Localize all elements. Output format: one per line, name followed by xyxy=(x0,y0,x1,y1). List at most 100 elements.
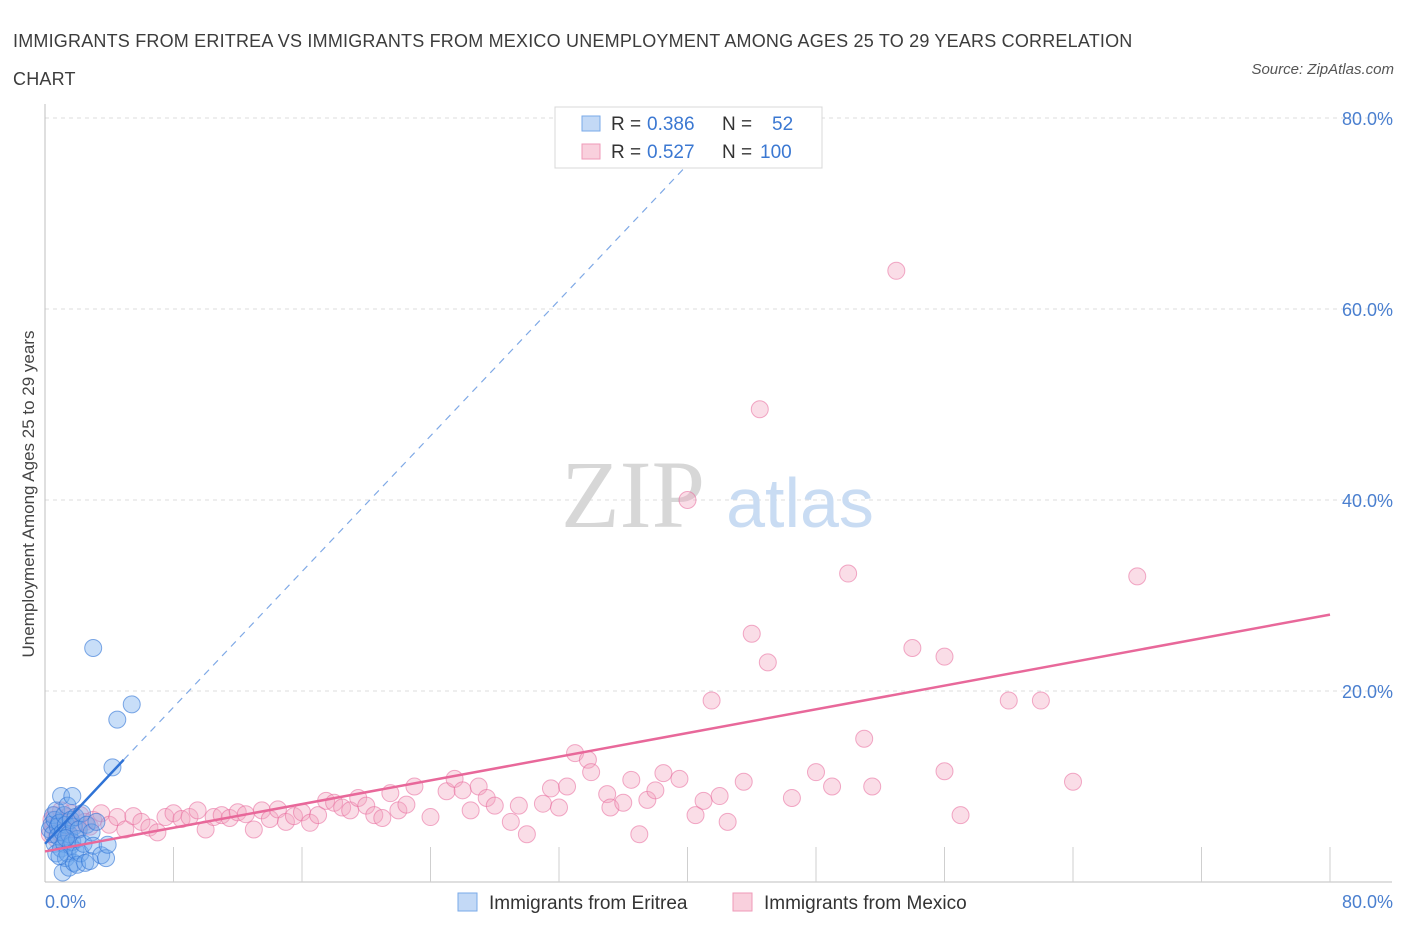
trend-lines xyxy=(44,613,1331,853)
mexico-point xyxy=(1128,567,1147,586)
mexico-point xyxy=(702,691,721,710)
mexico-point xyxy=(935,647,954,666)
series-legend-label-eritrea: Immigrants from Eritrea xyxy=(489,893,688,914)
mexico-point xyxy=(686,806,705,825)
legend-r-label-2: R = xyxy=(611,142,646,163)
mexico-point xyxy=(1031,691,1050,710)
mexico-point xyxy=(541,779,560,798)
axes xyxy=(44,104,1392,883)
series-legend-swatch-mexico xyxy=(732,892,753,912)
watermark: ZIP atlas xyxy=(561,441,874,548)
legend-n-value-2: 100 xyxy=(760,142,792,163)
source-label: Source: ZipAtlas.com xyxy=(1251,61,1394,78)
mexico-point xyxy=(453,781,472,800)
mexico-point xyxy=(742,624,761,643)
mexico-point xyxy=(501,812,520,831)
eritrea-point xyxy=(63,787,82,806)
mexico-point xyxy=(710,787,729,806)
mexico-point xyxy=(678,491,697,509)
svg-text:R = 0.527 N =: R = 0.527 N = 100 xyxy=(611,142,792,163)
mexico-point xyxy=(188,801,207,820)
y-tick-label: 40.0% xyxy=(1342,491,1393,511)
mexico-point xyxy=(550,798,568,817)
eritrea-trend-dashed-line xyxy=(123,155,696,761)
y-tick-label: 20.0% xyxy=(1342,682,1393,702)
mexico-point xyxy=(244,820,263,839)
mexico-point xyxy=(517,825,536,844)
svg-text:R = 0.386 N =: R = 0.386 N = 52 xyxy=(611,114,793,135)
mexico-point xyxy=(758,653,777,672)
eritrea-point xyxy=(84,639,103,658)
chart-title: IMMIGRANTS FROM ERITREA VS IMMIGRANTS FR… xyxy=(13,31,1133,89)
x-tick-label-min: 0.0% xyxy=(45,892,86,912)
eritrea-trend-line xyxy=(44,758,125,845)
mexico-point xyxy=(405,777,424,796)
eritrea-point xyxy=(82,823,101,842)
legend-r-label-1: R = xyxy=(611,114,646,135)
mexico-point xyxy=(614,793,633,812)
mexico-point xyxy=(823,777,842,796)
mexico-point xyxy=(855,729,874,748)
mexico-point xyxy=(1064,772,1082,791)
mexico-point xyxy=(782,788,801,807)
mexico-point xyxy=(373,809,392,828)
legend-n-value-1: 52 xyxy=(772,114,793,135)
mexico-points xyxy=(40,261,1147,849)
mexico-point xyxy=(533,794,552,813)
eritrea-point xyxy=(122,695,141,714)
legend-r-value-1: 0.386 xyxy=(647,114,695,135)
series-legend-label-mexico: Immigrants from Mexico xyxy=(764,893,967,914)
mexico-point xyxy=(694,791,713,810)
mexico-point xyxy=(461,801,480,820)
watermark-atlas: atlas xyxy=(726,464,874,542)
mexico-point xyxy=(839,564,858,583)
mexico-point xyxy=(509,796,528,815)
eritrea-point xyxy=(56,829,75,848)
mexico-point xyxy=(630,825,649,844)
mexico-point xyxy=(421,808,440,827)
y-tick-label: 60.0% xyxy=(1342,300,1393,320)
mexico-point xyxy=(734,772,753,791)
y-tick-label: 80.0% xyxy=(1342,109,1393,129)
legend-n-label-2: N = xyxy=(722,142,757,163)
legend-n-label-1: N = xyxy=(722,114,757,135)
eritrea-point xyxy=(103,758,122,777)
legend-swatch-mexico xyxy=(581,143,601,160)
mexico-point xyxy=(935,762,954,781)
mexico-point xyxy=(558,777,577,796)
mexico-trend-line xyxy=(44,613,1331,853)
mexico-point xyxy=(670,769,689,788)
mexico-point xyxy=(485,796,504,815)
eritrea-point xyxy=(97,849,116,868)
series-legend-swatch-eritrea xyxy=(457,892,478,912)
mexico-point xyxy=(750,400,769,419)
mexico-point xyxy=(807,763,825,782)
mexico-point xyxy=(718,812,737,831)
mexico-point xyxy=(309,806,328,825)
eritrea-point xyxy=(92,846,111,865)
mexico-point xyxy=(887,261,906,280)
eritrea-point xyxy=(108,710,127,729)
eritrea-point xyxy=(87,812,106,831)
mexico-point xyxy=(622,770,641,789)
mexico-point xyxy=(999,691,1018,710)
stats-legend: R = 0.386 N = 52 R = 0.527 N = 100 xyxy=(554,106,823,169)
mexico-point xyxy=(654,764,673,783)
mexico-point xyxy=(116,820,135,839)
mexico-point xyxy=(646,781,665,800)
eritrea-points xyxy=(40,639,141,882)
x-tick-label-max: 80.0% xyxy=(1342,892,1393,912)
legend-swatch-eritrea xyxy=(581,115,601,132)
mexico-point xyxy=(863,777,882,796)
legend-r-value-2: 0.527 xyxy=(647,142,695,163)
gridlines: 20.0% 40.0% 60.0% 80.0% xyxy=(45,109,1393,702)
mexico-point xyxy=(397,795,416,814)
series-legend: Immigrants from Eritrea Immigrants from … xyxy=(457,892,967,914)
mexico-point xyxy=(582,763,601,782)
mexico-point xyxy=(951,806,970,825)
mexico-point xyxy=(598,785,617,804)
mexico-point xyxy=(903,639,922,658)
eritrea-trend-dashed xyxy=(123,155,696,761)
y-axis-label: Unemployment Among Ages 25 to 29 years xyxy=(19,331,38,658)
